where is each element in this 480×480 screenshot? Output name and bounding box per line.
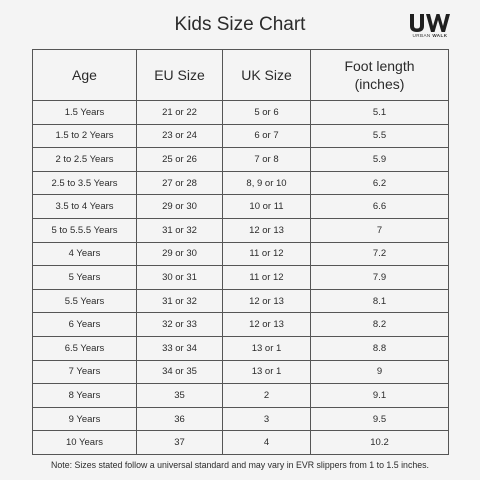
table-row: 2.5 to 3.5 Years 27 or 28 8, 9 or 10 6.2 bbox=[32, 170, 449, 196]
age-cell: 3.5 to 4 Years bbox=[32, 194, 137, 219]
logo-word-urban: URBAN bbox=[412, 33, 431, 38]
foot-length-cell: 10.2 bbox=[310, 430, 449, 455]
age-cell: 5 to 5.5.5 Years bbox=[32, 217, 137, 243]
uk-size-cell: 4 bbox=[222, 430, 311, 455]
eu-size-cell: 35 bbox=[136, 383, 223, 408]
page-title: Kids Size Chart bbox=[174, 14, 306, 35]
table-row: 2 to 2.5 Years 25 or 26 7 or 8 5.9 bbox=[32, 147, 449, 172]
age-cell: 5.5 Years bbox=[32, 288, 137, 314]
uk-size-cell: 13 or 1 bbox=[222, 359, 311, 385]
urban-walk-logo: URBAN WALK bbox=[408, 13, 452, 43]
eu-size-cell: 29 or 30 bbox=[136, 194, 223, 219]
table-row: 9 Years 36 3 9.5 bbox=[32, 406, 449, 432]
eu-size-cell: 30 or 31 bbox=[136, 265, 223, 290]
table-row: 6.5 Years 33 or 34 13 or 1 8.8 bbox=[32, 335, 449, 361]
table-row: 5 Years 30 or 31 11 or 12 7.9 bbox=[32, 265, 449, 290]
foot-length-cell: 9 bbox=[310, 359, 449, 385]
size-note: Note: Sizes stated follow a universal st… bbox=[51, 460, 429, 470]
header-foot-length: Foot length (inches) bbox=[310, 49, 449, 101]
age-cell: 6 Years bbox=[32, 312, 137, 337]
eu-size-cell: 29 or 30 bbox=[136, 241, 223, 267]
age-cell: 2 to 2.5 Years bbox=[32, 147, 137, 172]
age-cell: 1.5 to 2 Years bbox=[32, 123, 137, 149]
table-row: 10 Years 37 4 10.2 bbox=[32, 430, 449, 455]
table-row: 5 to 5.5.5 Years 31 or 32 12 or 13 7 bbox=[32, 217, 449, 243]
uk-size-cell: 12 or 13 bbox=[222, 312, 311, 337]
header-row: Age EU Size UK Size Foot length (inches) bbox=[32, 49, 449, 101]
table-row: 1.5 Years 21 or 22 5 or 6 5.1 bbox=[32, 100, 449, 125]
foot-length-cell: 7.2 bbox=[310, 241, 449, 267]
age-cell: 6.5 Years bbox=[32, 335, 137, 361]
age-cell: 5 Years bbox=[32, 265, 137, 290]
eu-size-cell: 34 or 35 bbox=[136, 359, 223, 385]
uk-size-cell: 2 bbox=[222, 383, 311, 408]
table-row: 3.5 to 4 Years 29 or 30 10 or 11 6.6 bbox=[32, 194, 449, 219]
eu-size-cell: 37 bbox=[136, 430, 223, 455]
foot-length-cell: 8.8 bbox=[310, 335, 449, 361]
eu-size-cell: 27 or 28 bbox=[136, 170, 223, 196]
logo-word-walk: WALK bbox=[432, 33, 448, 38]
foot-length-cell: 5.5 bbox=[310, 123, 449, 149]
age-cell: 9 Years bbox=[32, 406, 137, 432]
table-row: 1.5 to 2 Years 23 or 24 6 or 7 5.5 bbox=[32, 123, 449, 149]
foot-length-cell: 6.6 bbox=[310, 194, 449, 219]
logo-wordmark: URBAN WALK bbox=[408, 33, 452, 38]
age-cell: 4 Years bbox=[32, 241, 137, 267]
table-row: 6 Years 32 or 33 12 or 13 8.2 bbox=[32, 312, 449, 337]
foot-length-cell: 8.2 bbox=[310, 312, 449, 337]
header-eu-size: EU Size bbox=[136, 49, 223, 101]
table-row: 5.5 Years 31 or 32 12 or 13 8.1 bbox=[32, 288, 449, 314]
age-cell: 1.5 Years bbox=[32, 100, 137, 125]
uk-size-cell: 7 or 8 bbox=[222, 147, 311, 172]
uk-size-cell: 13 or 1 bbox=[222, 335, 311, 361]
uk-size-cell: 10 or 11 bbox=[222, 194, 311, 219]
foot-length-cell: 9.5 bbox=[310, 406, 449, 432]
header-uk-size: UK Size bbox=[222, 49, 311, 101]
age-cell: 7 Years bbox=[32, 359, 137, 385]
foot-length-cell: 8.1 bbox=[310, 288, 449, 314]
uw-logo-mark bbox=[410, 14, 450, 32]
eu-size-cell: 31 or 32 bbox=[136, 288, 223, 314]
eu-size-cell: 31 or 32 bbox=[136, 217, 223, 243]
eu-size-cell: 33 or 34 bbox=[136, 335, 223, 361]
size-chart-table: Age EU Size UK Size Foot length (inches) … bbox=[32, 49, 449, 455]
header-age: Age bbox=[32, 49, 137, 101]
uk-size-cell: 11 or 12 bbox=[222, 241, 311, 267]
eu-size-cell: 25 or 26 bbox=[136, 147, 223, 172]
uk-size-cell: 12 or 13 bbox=[222, 217, 311, 243]
age-cell: 2.5 to 3.5 Years bbox=[32, 170, 137, 196]
foot-length-cell: 7.9 bbox=[310, 265, 449, 290]
foot-length-cell: 5.9 bbox=[310, 147, 449, 172]
foot-length-cell: 5.1 bbox=[310, 100, 449, 125]
eu-size-cell: 21 or 22 bbox=[136, 100, 223, 125]
uk-size-cell: 11 or 12 bbox=[222, 265, 311, 290]
foot-length-cell: 7 bbox=[310, 217, 449, 243]
age-cell: 8 Years bbox=[32, 383, 137, 408]
uk-size-cell: 3 bbox=[222, 406, 311, 432]
age-cell: 10 Years bbox=[32, 430, 137, 455]
uk-size-cell: 8, 9 or 10 bbox=[222, 170, 311, 196]
table-row: 8 Years 35 2 9.1 bbox=[32, 383, 449, 408]
uk-size-cell: 12 or 13 bbox=[222, 288, 311, 314]
uk-size-cell: 6 or 7 bbox=[222, 123, 311, 149]
table-row: 4 Years 29 or 30 11 or 12 7.2 bbox=[32, 241, 449, 267]
eu-size-cell: 36 bbox=[136, 406, 223, 432]
eu-size-cell: 32 or 33 bbox=[136, 312, 223, 337]
foot-length-cell: 6.2 bbox=[310, 170, 449, 196]
uk-size-cell: 5 or 6 bbox=[222, 100, 311, 125]
size-rows: 1.5 Years 21 or 22 5 or 6 5.1 1.5 to 2 Years… bbox=[32, 100, 449, 455]
eu-size-cell: 23 or 24 bbox=[136, 123, 223, 149]
foot-length-cell: 9.1 bbox=[310, 383, 449, 408]
